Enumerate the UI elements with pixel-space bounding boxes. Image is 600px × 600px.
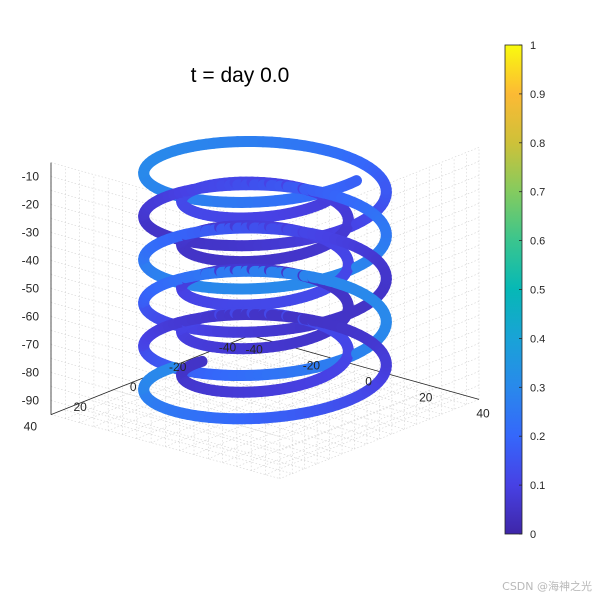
grid-line — [50, 358, 280, 423]
grid-line — [279, 385, 480, 465]
grid-line — [222, 383, 422, 463]
colorbar-tick-label: 0.1 — [530, 480, 545, 492]
grid-line — [50, 344, 280, 409]
grid-line — [279, 147, 480, 227]
grid-line — [165, 367, 365, 447]
chart-title: t = day 0.0 — [191, 64, 290, 87]
grid-line — [138, 379, 368, 445]
y-tick-label: 20 — [73, 400, 87, 414]
z-tick-label: -20 — [22, 198, 40, 212]
helix-segment — [342, 297, 354, 312]
helix-segment — [379, 267, 392, 282]
x-tick-label: 40 — [476, 406, 490, 420]
helix-segment — [345, 175, 363, 189]
colorbar-tick-label: 0.5 — [530, 285, 545, 297]
colorbar-tick-label: 1 — [530, 40, 536, 52]
colorbar-tick-label: 0.7 — [530, 187, 545, 199]
y-tick-label: -20 — [169, 360, 187, 374]
grid-line — [50, 330, 280, 395]
z-tick-label: -40 — [22, 254, 40, 268]
grid-line — [50, 386, 280, 451]
z-tick-label: -80 — [22, 366, 40, 380]
grid-line — [50, 232, 280, 297]
grid-line — [50, 204, 280, 269]
grid-line — [50, 400, 280, 465]
colorbar-tick-label: 0.9 — [530, 89, 545, 101]
grid-line — [179, 371, 380, 451]
helix-segment — [379, 353, 392, 368]
grid-line — [50, 162, 280, 227]
grid-line — [100, 394, 330, 460]
colorbar-tick-label: 0.2 — [530, 431, 545, 443]
grid-line — [88, 399, 318, 465]
z-tick-label: -30 — [22, 226, 40, 240]
colorbar: 0 0.1 0.2 0.3 0.4 0.5 0.6 0.7 0.8 0.9 1 — [504, 40, 545, 541]
x-tick-label: 0 — [365, 374, 372, 388]
grid-line — [162, 369, 392, 435]
grid-line — [193, 375, 394, 455]
grid-line — [50, 302, 280, 367]
z-tick-label: -70 — [22, 338, 40, 352]
grid-line — [265, 395, 465, 475]
grid-line — [50, 288, 280, 353]
watermark-text: CSDN @海神之光 — [502, 580, 592, 593]
grid-line — [279, 287, 480, 367]
grid-line — [200, 354, 430, 420]
grid-line — [50, 218, 280, 283]
colorbar-tick-label: 0.8 — [530, 138, 545, 150]
helix-segment — [342, 254, 354, 268]
helix-segment — [379, 180, 392, 195]
x-tick-label: 20 — [419, 390, 433, 404]
z-tick-label: -90 — [22, 394, 40, 408]
grid-line — [50, 176, 280, 241]
grid-line — [50, 246, 280, 311]
grid-line — [50, 260, 280, 325]
grid-line — [279, 399, 480, 479]
colorbar-tick-label: 0.4 — [530, 333, 545, 345]
z-tick-label: -60 — [22, 310, 40, 324]
y-tick-label: -40 — [219, 340, 237, 354]
grid-line — [279, 357, 480, 437]
helix-segment — [379, 310, 392, 325]
grid-line — [225, 345, 455, 410]
z-tick-label: -10 — [22, 170, 40, 184]
tick-labels: -40 -20 0 20 40 40 20 0 -20 -40 -10 -20 -30 -40 -50 -60… — [22, 170, 490, 434]
grid-line — [108, 351, 308, 431]
grid-line — [75, 404, 305, 469]
grid-line — [279, 329, 480, 409]
helix-segment — [342, 210, 354, 225]
helix-segment — [192, 355, 208, 368]
grid-line — [279, 371, 480, 451]
grid-line — [236, 387, 437, 467]
x-tick-label: -40 — [246, 342, 264, 356]
helix-segment — [379, 223, 392, 239]
grid-line — [93, 347, 294, 427]
grid-line — [79, 343, 279, 423]
grid-line — [279, 161, 480, 241]
grid-line — [50, 316, 280, 381]
colorbar-tick-label: 0.6 — [530, 236, 545, 248]
grid-line — [50, 414, 280, 479]
y-tick-label: 0 — [130, 380, 137, 394]
colorbar-tick-label: 0.3 — [530, 382, 545, 394]
z-tick-label: -50 — [22, 282, 40, 296]
grid-line — [279, 203, 480, 283]
grid-line — [50, 274, 280, 339]
helix-segment — [342, 341, 354, 355]
grid-line — [50, 190, 280, 255]
y-tick-label: 40 — [24, 420, 38, 434]
helix-plot — [138, 135, 392, 425]
grid-line — [63, 409, 293, 474]
grid-line — [251, 391, 451, 471]
colorbar-tick-label: 0 — [530, 529, 536, 541]
x-tick-label: -20 — [303, 358, 321, 372]
grid-line — [50, 372, 280, 437]
helix-segment — [162, 361, 179, 375]
grid-line — [279, 245, 480, 325]
grid-line — [125, 384, 355, 450]
